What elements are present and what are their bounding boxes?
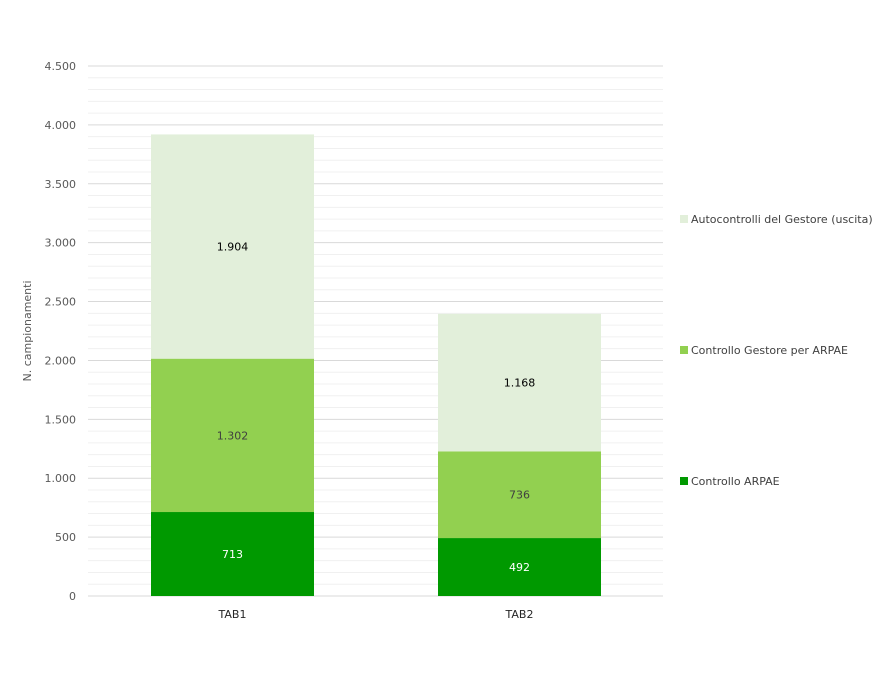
bar-segment (151, 134, 314, 359)
bar-segment (438, 451, 601, 539)
x-category-label: TAB1 (218, 608, 247, 621)
y-tick-label: 2.000 (45, 354, 77, 367)
legend-swatch-icon (680, 346, 688, 354)
y-tick-label: 2.500 (45, 296, 77, 309)
bar-segment (438, 313, 601, 452)
bar-stack-tab2: 492 736 1.168 (438, 313, 601, 596)
y-tick-label: 1.000 (45, 472, 77, 485)
data-label: 713 (222, 548, 243, 561)
legend-swatch-icon (680, 477, 688, 485)
data-label: 492 (509, 561, 530, 574)
y-tick-label: 3.500 (45, 178, 77, 191)
data-label: 1.904 (217, 241, 249, 254)
data-label: 1.168 (504, 377, 536, 390)
y-axis-ticks: 0 500 1.000 1.500 2.000 2.500 3.000 3.500 4.000 4… (45, 60, 77, 603)
y-axis-label: N. campionamenti (21, 280, 34, 381)
legend-swatch-icon (680, 215, 688, 223)
y-tick-label: 3.000 (45, 237, 77, 250)
data-label: 1.302 (217, 429, 249, 442)
y-tick-label: 4.000 (45, 119, 77, 132)
bar-segment (151, 358, 314, 513)
data-label: 736 (509, 489, 530, 502)
bar-segment (438, 538, 601, 596)
y-tick-label: 500 (55, 531, 76, 544)
legend-label: Controllo ARPAE (691, 475, 780, 488)
legend: Autocontrolli del Gestore (uscita) Contro… (680, 213, 873, 488)
bar-segment (151, 512, 314, 596)
y-tick-label: 1.500 (45, 413, 77, 426)
legend-item: Controllo Gestore per ARPAE (680, 344, 848, 357)
y-tick-label: 0 (69, 590, 76, 603)
legend-item: Autocontrolli del Gestore (uscita) (680, 213, 873, 226)
y-tick-label: 4.500 (45, 60, 77, 73)
x-axis-categories: TAB1 TAB2 (218, 608, 534, 621)
legend-label: Autocontrolli del Gestore (uscita) (691, 213, 873, 226)
bars: 713 1.302 1.904 492 736 1.168 (151, 134, 601, 596)
legend-item: Controllo ARPAE (680, 475, 780, 488)
legend-label: Controllo Gestore per ARPAE (691, 344, 848, 357)
bar-stack-tab1: 713 1.302 1.904 (151, 134, 314, 596)
x-category-label: TAB2 (505, 608, 534, 621)
